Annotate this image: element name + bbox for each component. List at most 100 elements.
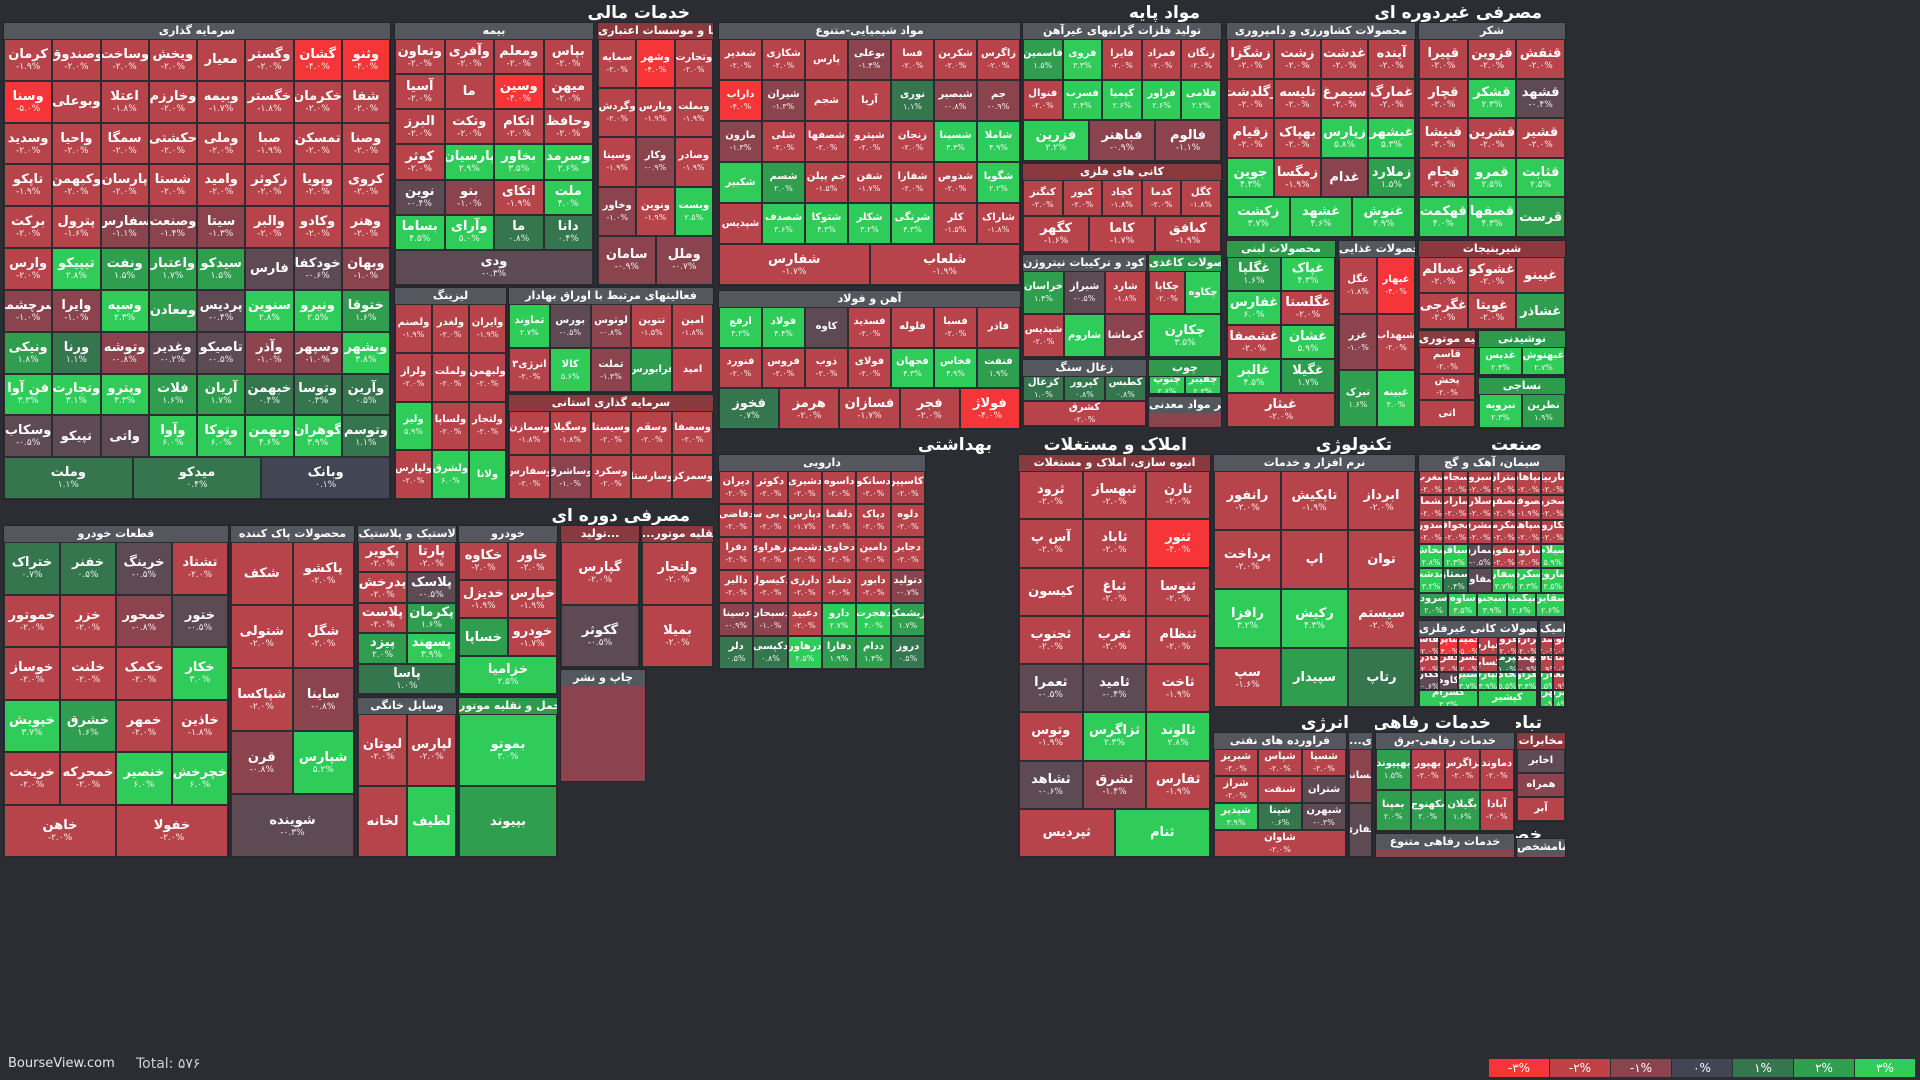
stock-tile[interactable]: البرز -۲.۰% [395,109,445,145]
stock-tile[interactable]: ساربیل-۲.۰% [1540,471,1565,496]
stock-tile[interactable]: سپرمی۱.۰% [1497,654,1518,672]
stock-tile[interactable]: امین -۱.۸% [672,304,713,348]
stock-tile[interactable]: هرمز -۲.۰% [779,388,840,429]
stock-tile[interactable]: لپارس -۲.۰% [407,714,456,786]
stock-tile[interactable]: کصدف-۲.۰% [1540,637,1553,655]
stock-tile[interactable]: وبشهر ۳.۸% [341,331,390,374]
stock-tile[interactable]: وصندوق -۲.۰% [52,39,101,81]
stock-tile[interactable]: ثنام [1114,808,1210,857]
stock-tile[interactable]: کاما -۱.۷% [1089,216,1155,252]
stock-tile[interactable]: فزرین ۲.۲% [1023,120,1089,161]
stock-tile[interactable]: تاصیکو -۰.۵% [197,331,246,374]
stock-tile[interactable]: ثجنوب -۲.۰% [1019,615,1083,664]
stock-tile[interactable]: خزامیا ۲.۵% [459,656,557,694]
stock-tile[interactable]: وسفارس-۲.۰% [509,455,550,499]
stock-tile[interactable]: وتجارت -۲.۰% [674,39,713,89]
stock-tile[interactable]: ساروم-۲.۰% [1516,544,1541,569]
stock-tile[interactable]: فولاژ -۴.۰% [959,388,1020,429]
stock-tile[interactable]: وهنر -۲.۰% [341,206,390,249]
stock-tile[interactable]: وسارستا [631,455,673,499]
stock-tile[interactable]: ولبهمن -۲.۰% [469,352,506,402]
stock-tile[interactable]: خزر -۲.۰% [60,594,116,647]
stock-tile[interactable]: قچار -۲.۰% [1419,78,1468,119]
stock-tile[interactable]: شبهداب -۲.۰% [1377,313,1415,371]
stock-tile[interactable]: شبصیر -۰.۸% [934,80,977,121]
stock-tile[interactable]: خرینگ -۰.۵% [116,542,172,595]
stock-tile[interactable]: رکیش ۴.۳% [1281,589,1348,648]
stock-tile[interactable]: وپویا -۲.۰% [293,164,342,207]
stock-tile[interactable]: خلنت -۲.۰% [60,647,116,700]
stock-tile[interactable]: ثارن -۲.۰% [1146,471,1210,520]
stock-tile[interactable]: سپاهان-۲.۰% [1516,471,1541,496]
stock-tile[interactable]: ثفارس -۱.۹% [1146,760,1210,809]
stock-tile[interactable]: خشرق ۱.۶% [60,699,116,752]
stock-tile[interactable]: خکرمان -۲.۰% [293,80,342,123]
stock-tile[interactable]: ولملت -۲.۰% [432,352,469,402]
stock-tile[interactable]: فالوم -۱.۱% [1155,120,1221,161]
stock-tile[interactable]: ولساپا -۲.۰% [432,401,469,451]
stock-tile[interactable]: پکویر -۲.۰% [358,542,407,573]
stock-tile[interactable]: زشگزا -۲.۰% [1227,39,1274,79]
stock-tile[interactable]: غگلستا -۲.۰% [1281,291,1335,325]
industry-group[interactable]: بانکها و موسسات اعتباریسمایه-۲.۰%وشهر-۴.… [597,22,714,286]
stock-tile[interactable]: ولتجار -۲.۰% [469,401,506,451]
stock-tile[interactable]: سدور-۲.۰% [1419,519,1444,544]
stock-tile[interactable]: قشیر -۲.۰% [1516,118,1565,158]
stock-tile[interactable]: کفزوی-۲.۰% [1497,637,1518,655]
industry-group[interactable]: محصولات کشاورزی و دامپروری زشگزا -۲.۰% زشت -… [1226,22,1416,238]
industry-group[interactable]: انبوه سازی، املاک و مستغلات ثرود -۲.۰% ثبهس… [1018,454,1211,858]
stock-tile[interactable]: شصدف ۳.۶% [762,203,805,244]
stock-tile[interactable]: فاذر [977,307,1020,348]
industry-group[interactable]: خودرو خکاوه -۲.۰% خاور -۲.۰% خدیزل -۱.۹% خپارس -… [458,525,558,695]
stock-tile[interactable]: رافزا ۳.۲% [1214,589,1281,648]
industry-group[interactable]: نامشخص [1516,838,1566,858]
stock-tile[interactable]: کاذر -۲.۰% [1419,654,1439,672]
stock-tile[interactable]: شفارس -۱.۷% [719,244,870,285]
stock-tile[interactable]: وسصفا -۲.۰% [672,411,713,455]
stock-tile[interactable]: خاهن -۲.۰% [4,804,116,857]
industry-group[interactable]: محصولات پاک کننده شکف پاکشو -۲.۰% شتولی -۲.۰%… [230,525,355,858]
stock-tile[interactable]: دفرا -۲.۰% [719,537,754,570]
stock-tile[interactable]: وگردش -۲.۰% [598,88,637,138]
stock-tile[interactable]: دشیمی -۲.۰% [787,537,822,570]
stock-tile[interactable]: شپاس -۲.۰% [1258,749,1302,776]
stock-tile[interactable]: فلات ۱.۶% [148,373,197,416]
stock-tile[interactable]: کاوه [805,307,848,348]
stock-tile[interactable]: فخاس ۴.۹% [934,347,977,389]
stock-tile[interactable]: وامید -۲.۰% [197,164,246,207]
stock-tile[interactable]: فسازان -۱.۷% [839,388,900,429]
stock-tile[interactable]: ثزاگرس ۲.۳% [1082,712,1147,761]
stock-tile[interactable]: سجام-۲.۰% [1443,471,1468,496]
stock-tile[interactable]: وساخت -۲.۰% [100,39,149,81]
stock-tile[interactable]: شفارا -۲.۰% [891,162,934,203]
stock-tile[interactable]: شفن -۱.۷% [848,162,891,203]
stock-tile[interactable]: خنصیر ۶.۰% [116,752,172,805]
stock-tile[interactable]: خکاوه -۲.۰% [459,542,508,580]
stock-tile[interactable]: دابور -۲.۰% [856,570,891,603]
stock-tile[interactable]: تمسکن -۲.۰% [293,122,342,165]
stock-tile[interactable]: شپترو -۲.۰% [848,121,891,162]
stock-tile[interactable]: شپدیس -۲.۰% [1023,314,1064,357]
stock-tile[interactable]: پرداخت -۲.۰% [1214,530,1281,589]
stock-tile[interactable]: خاور -۲.۰% [508,542,557,580]
stock-tile[interactable]: کوثر -۲.۰% [395,144,445,180]
stock-tile[interactable]: واتی [100,415,149,458]
stock-tile[interactable]: وسرمد ۲.۶% [543,144,593,180]
stock-tile[interactable]: شلی -۲.۰% [762,121,805,162]
stock-tile[interactable]: ثپردیس [1019,808,1115,857]
stock-tile[interactable]: ویخش -۲.۰% [148,39,197,81]
stock-tile[interactable]: غسالم -۲.۰% [1419,257,1468,293]
stock-tile[interactable]: چنوپ ۲.۶% [1149,376,1185,394]
stock-tile[interactable]: ولغدر -۲.۰% [432,304,469,353]
stock-tile[interactable]: خریخت -۲.۰% [4,752,60,805]
stock-tile[interactable]: خمهر -۲.۰% [116,699,172,752]
stock-tile[interactable]: زشت -۲.۰% [1274,39,1321,79]
stock-tile[interactable]: وسمازن -۱.۸% [509,411,550,455]
stock-tile[interactable]: کفرآور۳.۴% [1517,672,1537,690]
stock-tile[interactable]: فایرا -۲.۰% [1102,39,1142,80]
stock-tile[interactable]: سیدکو ۱.۵% [197,248,246,290]
stock-tile[interactable]: سغرب-۲.۰% [1419,471,1444,496]
stock-tile[interactable]: وتوس -۱.۹% [1019,712,1083,761]
stock-tile[interactable]: شکبیر [719,162,762,203]
industry-group[interactable]: بیمه وتعاون -۲.۰% وآفری -۲.۰% ومعلم -۲.۰% بپاس -… [394,22,594,286]
